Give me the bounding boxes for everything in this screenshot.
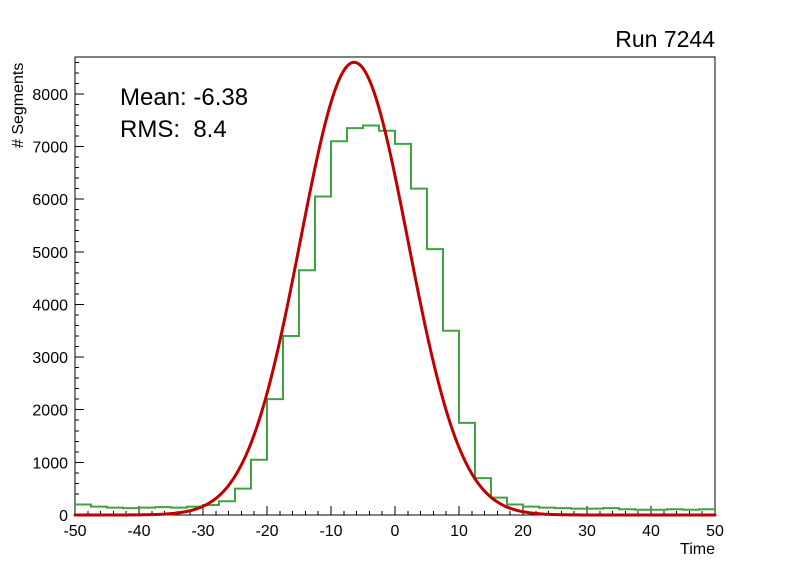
y-axis-title: # Segments bbox=[10, 62, 27, 148]
x-tick-label: 30 bbox=[578, 523, 596, 540]
x-tick-label: -10 bbox=[319, 523, 342, 540]
plot-frame bbox=[74, 56, 716, 516]
x-tick-label: -50 bbox=[63, 523, 86, 540]
y-tick-label: 0 bbox=[59, 508, 68, 525]
stats-mean-label: Mean: -6.38 bbox=[120, 84, 249, 111]
y-tick-label: 4000 bbox=[32, 297, 68, 314]
x-tick-label: -40 bbox=[127, 523, 150, 540]
fit-curve bbox=[73, 60, 717, 517]
y-tick-label: 2000 bbox=[32, 403, 68, 420]
x-tick-label: 10 bbox=[450, 523, 468, 540]
x-axis-title: Time bbox=[680, 541, 715, 558]
x-tick-label: 20 bbox=[514, 523, 532, 540]
stats-rms-label: RMS: 8.4 bbox=[120, 116, 227, 143]
x-tick-label: -30 bbox=[191, 523, 214, 540]
x-tick-label: 0 bbox=[391, 523, 400, 540]
y-tick-label: 8000 bbox=[32, 87, 68, 104]
y-tick-label: 6000 bbox=[32, 192, 68, 209]
x-tick-label: 50 bbox=[706, 523, 724, 540]
x-tick-label: -20 bbox=[255, 523, 278, 540]
histogram-series bbox=[75, 124, 715, 511]
y-tick-label: 3000 bbox=[32, 350, 68, 367]
plot-title: Run 7244 bbox=[615, 26, 715, 52]
y-tick-label: 5000 bbox=[32, 245, 68, 262]
y-tick-label: 1000 bbox=[32, 455, 68, 472]
x-tick-label: 40 bbox=[642, 523, 660, 540]
y-tick-label: 7000 bbox=[32, 139, 68, 156]
